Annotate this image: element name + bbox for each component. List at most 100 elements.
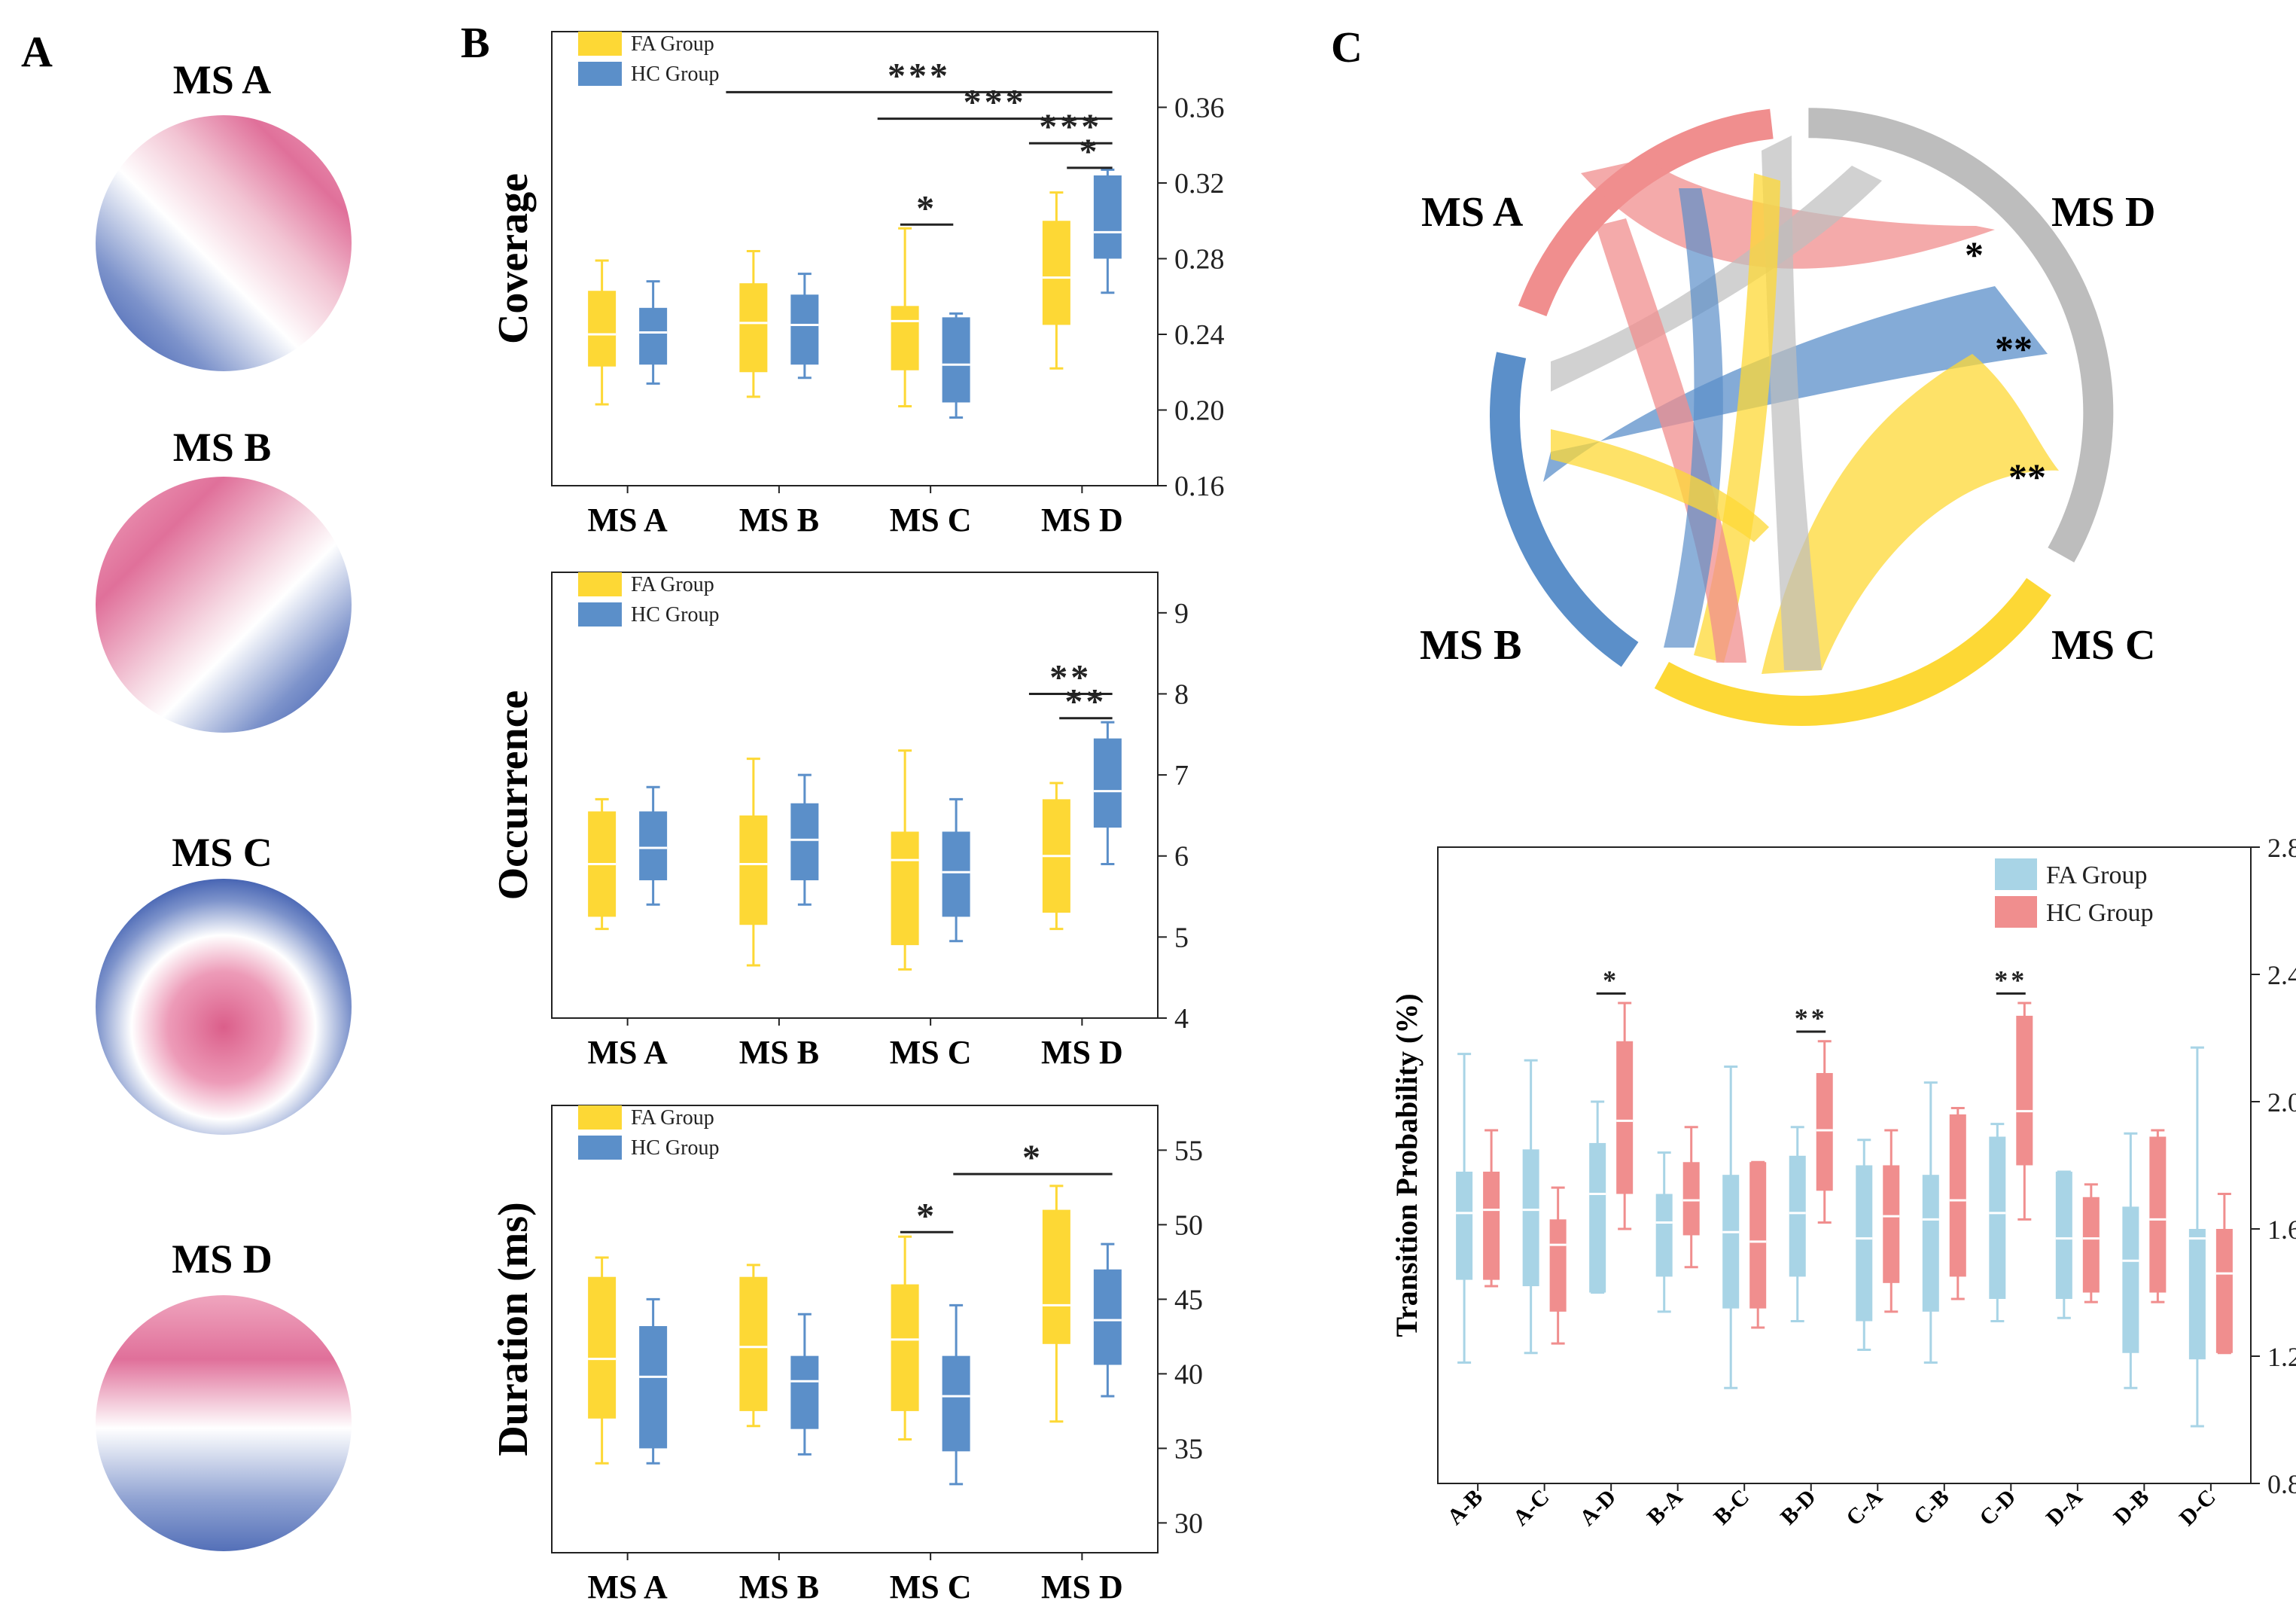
chord-arc-ms-b — [1490, 352, 1639, 667]
box-body — [739, 283, 768, 373]
box-body — [2082, 1197, 2100, 1293]
y-tick-label: 8 — [1174, 678, 1189, 710]
y-tick-label: 2.0 — [2267, 1087, 2296, 1117]
box-body — [1722, 1175, 1740, 1309]
box-body — [1682, 1162, 1700, 1236]
chord-ribbon-a-b — [1664, 188, 1723, 648]
box-B-D — [1816, 1040, 1833, 1224]
box-body — [1856, 1165, 1873, 1322]
box-body — [1589, 1142, 1606, 1293]
chord-ribbon-a-c — [1694, 173, 1780, 663]
y-tick-label: 45 — [1174, 1284, 1203, 1316]
legend-swatch — [578, 602, 622, 627]
box-body — [790, 803, 819, 881]
legend-swatch — [578, 32, 622, 56]
legend-label: FA Group — [2046, 861, 2147, 889]
chord-label-ms-a: MS A — [1421, 189, 1524, 236]
topomap-circle — [96, 879, 352, 1135]
y-axis-label: Occurrence — [490, 691, 537, 901]
box-body — [1456, 1171, 1473, 1280]
box-body — [2122, 1206, 2139, 1353]
box-body — [1483, 1171, 1500, 1280]
topomap-ms-d: MS D — [96, 1236, 352, 1551]
coverage-chart: 0.16 0.20 0.24 0.28 0.32 0.36 Coverage MS A MS B… — [490, 31, 1225, 538]
plot-frame — [551, 572, 1159, 1019]
topomap-title: MS B — [173, 425, 272, 470]
x-tick-label: MS B — [739, 1569, 819, 1605]
x-tick-label: MS D — [1041, 502, 1123, 538]
box-body — [739, 815, 768, 925]
box-body — [942, 317, 970, 403]
x-tick-label: MS A — [587, 1569, 668, 1605]
y-tick-label: 0.32 — [1174, 168, 1225, 200]
box-body — [2055, 1171, 2072, 1299]
y-tick-label: 9 — [1174, 598, 1189, 630]
legend: FA Group HC Group — [1995, 858, 2154, 928]
box-D-C — [2215, 1193, 2233, 1355]
chord-significance-star: * — [1965, 233, 1984, 276]
box-body — [2149, 1136, 2167, 1293]
legend-label: HC Group — [631, 63, 719, 86]
box-body — [1883, 1165, 1900, 1283]
box-MS B — [790, 273, 819, 380]
box-body — [1549, 1219, 1567, 1312]
box-D-A — [2055, 1170, 2072, 1319]
y-tick-label: 50 — [1174, 1209, 1203, 1241]
box-B-D — [1789, 1126, 1806, 1323]
box-MS B — [790, 773, 819, 906]
box-body — [790, 294, 819, 365]
y-tick-label: 6 — [1174, 841, 1189, 873]
significance-label: *** — [888, 56, 951, 96]
x-tick-label: A-C — [1509, 1485, 1555, 1531]
legend-label: HC Group — [2046, 899, 2154, 927]
box-MS A — [639, 280, 668, 385]
topomap-ms-c: MS C — [96, 830, 352, 1135]
box-MS D — [1042, 782, 1070, 931]
box-body — [1093, 1269, 1122, 1365]
box-body — [1922, 1175, 1939, 1312]
box-body — [2215, 1229, 2233, 1353]
x-tick-label: MS A — [587, 1034, 668, 1071]
box-C-A — [1883, 1129, 1900, 1313]
x-tick-label: C-A — [1841, 1484, 1887, 1530]
significance-label: ** — [1064, 682, 1107, 722]
box-MS C — [891, 1235, 919, 1441]
y-tick-label: 55 — [1174, 1135, 1203, 1166]
x-tick-label: A-B — [1442, 1485, 1488, 1530]
chord-significance-star: ** — [2008, 456, 2046, 498]
box-C-B — [1949, 1106, 1966, 1300]
y-tick-label: 1.2 — [2267, 1342, 2296, 1372]
box-body — [891, 831, 919, 946]
box-MS B — [739, 758, 768, 967]
box-D-B — [2149, 1129, 2167, 1303]
box-MS C — [942, 1303, 970, 1486]
box-D-A — [2082, 1183, 2100, 1303]
plot-frame — [551, 1105, 1159, 1553]
box-MS A — [588, 259, 617, 406]
box-MS C — [942, 312, 970, 419]
x-tick-label: B-D — [1776, 1485, 1821, 1530]
chord-label-ms-b: MS B — [1420, 622, 1521, 669]
chord-ribbon-c-b — [1551, 429, 1769, 542]
y-tick-label: 1.6 — [2267, 1215, 2296, 1245]
box-body — [1789, 1155, 1806, 1277]
box-body — [1816, 1072, 1833, 1191]
box-MS D — [1042, 1184, 1070, 1423]
box-D-C — [2188, 1046, 2206, 1428]
significance-label: * — [1079, 132, 1100, 172]
occurrence-chart: 4 5 6 7 8 9 Occurrence MS A MS B MS C MS D **** FA G… — [490, 572, 1189, 1071]
chord-label-ms-d: MS D — [2051, 189, 2155, 236]
topomap-title: MS A — [173, 57, 272, 102]
topomap-circle — [96, 477, 352, 733]
box-body — [891, 1284, 919, 1411]
legend-label: FA Group — [631, 1106, 714, 1130]
box-B-A — [1655, 1151, 1673, 1313]
y-tick-label: 35 — [1174, 1433, 1203, 1465]
chord-ribbon-c-d — [1762, 354, 2059, 674]
box-body — [739, 1276, 768, 1411]
y-tick-label: 30 — [1174, 1508, 1203, 1539]
box-MS A — [588, 1256, 617, 1465]
y-tick-label: 0.8 — [2267, 1469, 2296, 1499]
significance-label: *** — [1039, 107, 1102, 147]
box-body — [1655, 1194, 1673, 1277]
